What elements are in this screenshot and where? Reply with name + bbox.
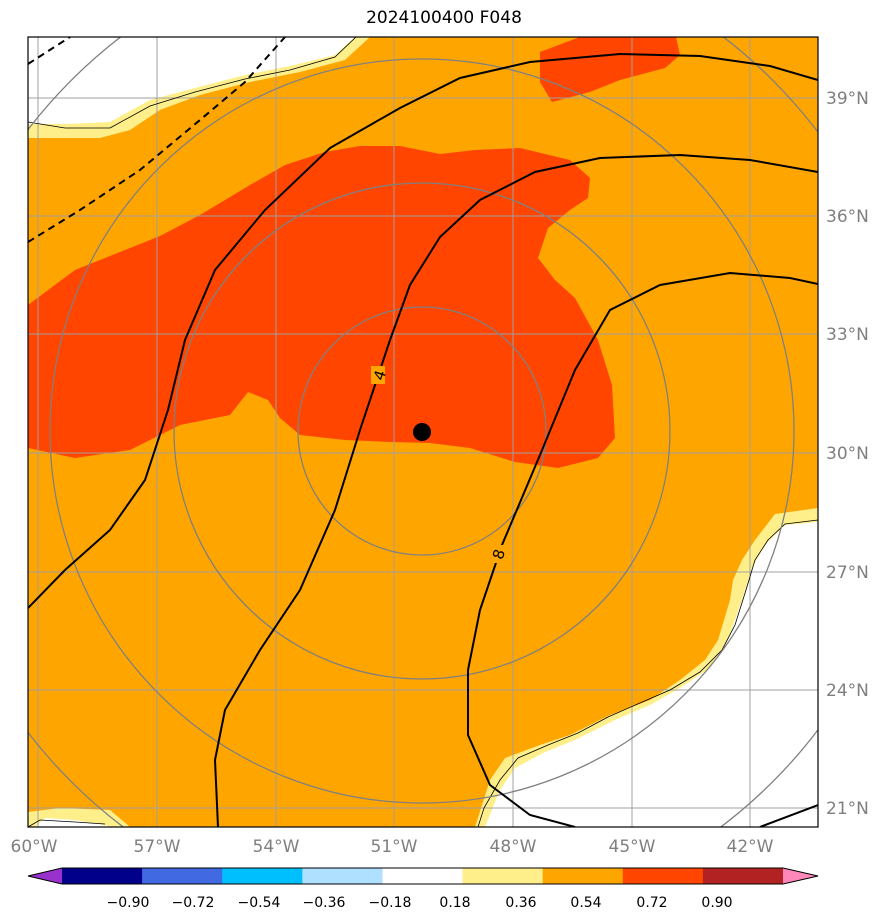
lat-label: 30°N bbox=[826, 444, 869, 464]
colorbar-extend-left bbox=[28, 868, 62, 884]
colorbar-tick-label: −0.54 bbox=[238, 895, 281, 911]
white-region-bottomright bbox=[485, 522, 818, 827]
colorbar-cell bbox=[382, 868, 464, 884]
lon-label: 42°W bbox=[727, 837, 774, 857]
colorbar-cell bbox=[302, 868, 383, 884]
lon-label: 51°W bbox=[371, 837, 418, 857]
lon-label: 45°W bbox=[609, 837, 656, 857]
lon-label: 54°W bbox=[253, 837, 300, 857]
colorbar-tick-label: 0.54 bbox=[570, 895, 601, 911]
lat-label: 21°N bbox=[826, 799, 869, 819]
map-title: 2024100400 F048 bbox=[366, 8, 522, 28]
white-region-topleft bbox=[28, 37, 355, 124]
lat-labels: 39°N 36°N 33°N 30°N 27°N 24°N 21°N bbox=[826, 89, 869, 819]
white-patch-bottomleft bbox=[35, 818, 115, 827]
colorbar-cell bbox=[542, 868, 624, 884]
colorbar: −0.90 −0.72 −0.54 −0.36 −0.18 0.18 0.36 … bbox=[27, 867, 819, 911]
colorbar-tick-label: 0.90 bbox=[701, 895, 732, 911]
contour-label-bg-4 bbox=[371, 366, 385, 384]
colorbar-cell bbox=[622, 868, 704, 884]
colorbar-cell bbox=[462, 868, 544, 884]
dashed-contours bbox=[28, 37, 286, 243]
lat-label: 24°N bbox=[826, 681, 869, 701]
map-border bbox=[27, 36, 819, 828]
colorbar-tick-label: 0.36 bbox=[505, 895, 536, 911]
gridlines bbox=[28, 37, 818, 827]
solid-contours bbox=[28, 52, 818, 827]
lon-label: 48°W bbox=[490, 837, 537, 857]
colorbar-tick-label: −0.90 bbox=[107, 895, 150, 911]
lon-label: 60°W bbox=[11, 837, 58, 857]
lon-labels: 60°W 57°W 54°W 51°W 48°W 45°W 42°W bbox=[11, 837, 774, 857]
lat-label: 27°N bbox=[826, 563, 869, 583]
red-region-top bbox=[540, 37, 680, 102]
colorbar-outline bbox=[27, 867, 819, 885]
colorbar-tick-label: 0.72 bbox=[636, 895, 667, 911]
coastlines bbox=[28, 37, 818, 827]
lat-label: 36°N bbox=[826, 207, 869, 227]
colorbar-cell bbox=[62, 868, 143, 884]
colorbar-cell bbox=[702, 868, 784, 884]
colorbar-cell bbox=[142, 868, 223, 884]
lon-label: 57°W bbox=[134, 837, 181, 857]
contour-label-bg-8 bbox=[491, 545, 505, 563]
storm-center-marker bbox=[413, 423, 431, 441]
lat-label: 33°N bbox=[826, 325, 869, 345]
colorbar-tick-label: −0.36 bbox=[303, 895, 346, 911]
colorbar-tick-label: −0.72 bbox=[172, 895, 215, 911]
lat-label: 39°N bbox=[826, 89, 869, 109]
colorbar-extend-right bbox=[783, 868, 818, 884]
red-region-main bbox=[28, 146, 615, 468]
colorbar-cell bbox=[222, 868, 303, 884]
colorbar-tick-label: 0.18 bbox=[439, 895, 470, 911]
colorbar-tick-label: −0.18 bbox=[369, 895, 412, 911]
